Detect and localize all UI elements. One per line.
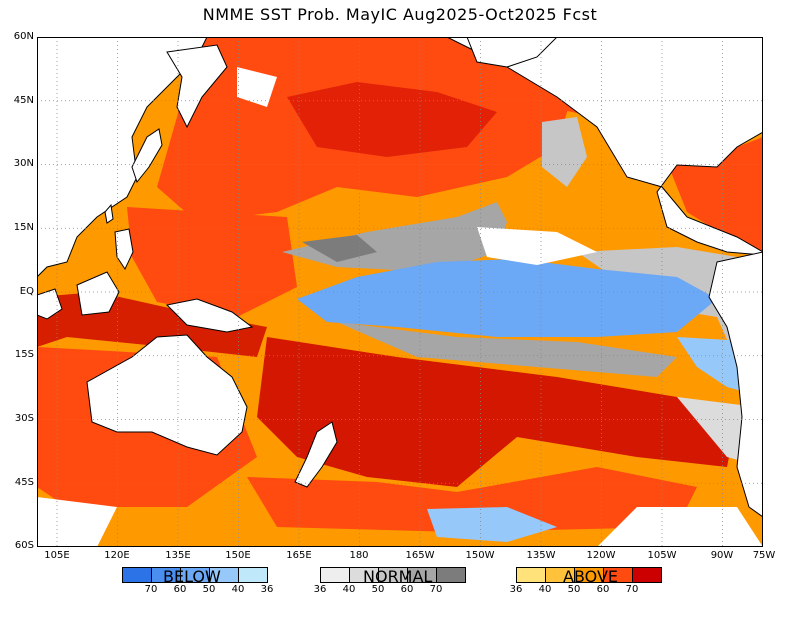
equatorial-normal-dark <box>302 235 377 262</box>
sst-probability-map <box>37 37 763 547</box>
west-pacific-warm-patch <box>127 207 297 317</box>
legend-above-tick: 60 <box>596 584 610 595</box>
legend-normal-swatch <box>321 568 350 582</box>
legend-normal-tick: 40 <box>342 584 356 595</box>
borneo-island <box>76 271 120 316</box>
legend-above-swatch <box>575 568 604 582</box>
north-pacific-strong-patch <box>287 82 497 157</box>
land-masses <box>37 37 763 518</box>
white-patch-north <box>237 67 277 107</box>
equatorial-cold-tongue <box>297 259 717 337</box>
legend-above-swatch <box>546 568 575 582</box>
lat-label-eq: EQ <box>19 286 34 297</box>
legend-below-swatch <box>239 568 267 582</box>
lon-label-120e: 120E <box>104 550 130 561</box>
north-normal-specks <box>542 117 587 187</box>
lon-label-165e: 165E <box>286 550 312 561</box>
lon-label-165w: 165W <box>405 550 435 561</box>
legend-below-swatch <box>123 568 152 582</box>
legend-normal-swatch <box>379 568 408 582</box>
legend-below-name: BELOW <box>163 567 221 586</box>
alaska-landmass <box>466 37 558 68</box>
white-patch-south-east <box>597 507 763 547</box>
kamchatka-peninsula <box>166 44 228 129</box>
white-patch-east-equator <box>477 227 597 265</box>
taiwan-island <box>104 203 114 224</box>
new-guinea-island <box>165 298 254 333</box>
legend-above-ticks: 36 40 50 60 70 <box>510 583 662 595</box>
legend-below-tick: 70 <box>144 584 158 595</box>
lon-label-105e: 105E <box>44 550 70 561</box>
legend-above-tick: 40 <box>538 584 552 595</box>
legend-normal-swatch <box>408 568 437 582</box>
legend-normal: 36 40 50 60 70 <box>314 567 466 595</box>
tasman-warm-patch <box>247 467 697 532</box>
southern-ocean-cold-patch <box>427 507 557 542</box>
graticule <box>37 37 763 547</box>
lat-label-15n: 15N <box>13 222 34 233</box>
lat-label-45n: 45N <box>13 95 34 106</box>
legend-above-swatch <box>633 568 661 582</box>
legend-below-tick: 40 <box>231 584 245 595</box>
legend-below-swatches <box>122 567 268 583</box>
lat-label-30s: 30S <box>14 413 34 424</box>
legend-below-swatch <box>152 568 181 582</box>
legend-above-tick: 36 <box>509 584 523 595</box>
lat-label-60n: 60N <box>13 31 34 42</box>
south-equatorial-normal-band <box>337 322 677 377</box>
lon-label-90w: 90W <box>710 550 734 561</box>
lon-label-120w: 120W <box>586 550 616 561</box>
south-pacific-strong-band <box>257 337 737 487</box>
legend-below: 70 60 50 40 36 <box>122 567 274 595</box>
lon-label-180: 180 <box>349 550 369 561</box>
lon-label-135w: 135W <box>526 550 556 561</box>
japan-islands <box>131 128 163 184</box>
legend-below-swatch <box>181 568 210 582</box>
lon-label-75w: 75W <box>752 550 776 561</box>
legend-normal-swatches <box>320 567 466 583</box>
lon-label-150e: 150E <box>225 550 251 561</box>
legend-above-swatches <box>516 567 662 583</box>
lat-label-45s: 45S <box>14 477 34 488</box>
legend-normal-tick: 36 <box>313 584 327 595</box>
legend-normal-name: NORMAL <box>363 567 433 586</box>
legend-above-tick: 50 <box>567 584 581 595</box>
legend-normal-tick: 50 <box>371 584 385 595</box>
philippines-islands <box>114 228 134 271</box>
lat-label-30n: 30N <box>13 158 34 169</box>
lon-label-105w: 105W <box>647 550 677 561</box>
legend-below-ticks: 70 60 50 40 36 <box>122 583 274 595</box>
australia-continent <box>86 334 248 456</box>
lat-label-60s: 60S <box>14 540 34 551</box>
legend-above-swatch <box>604 568 633 582</box>
legend-normal-tick: 70 <box>429 584 443 595</box>
legend-below-tick: 36 <box>260 584 274 595</box>
legend-normal-tick: 60 <box>400 584 414 595</box>
map-svg <box>37 37 763 547</box>
legend-above: 36 40 50 60 70 <box>510 567 662 595</box>
lat-label-15s: 15S <box>14 349 34 360</box>
lon-label-135e: 135E <box>165 550 191 561</box>
legend-above-name: ABOVE <box>563 567 619 586</box>
north-america-landmass <box>446 37 763 256</box>
legend-below-tick: 50 <box>202 584 216 595</box>
legend-above-swatch <box>517 568 546 582</box>
map-title: NMME SST Prob. MayIC Aug2025-Oct2025 Fcs… <box>202 5 598 24</box>
new-zealand-islands <box>294 421 338 488</box>
legend-normal-ticks: 36 40 50 60 70 <box>314 583 466 595</box>
sumatra-island <box>37 288 63 320</box>
legend-above-tick: 70 <box>625 584 639 595</box>
lon-label-150w: 150W <box>465 550 495 561</box>
legend-normal-swatch <box>437 568 465 582</box>
legend-below-swatch <box>210 568 239 582</box>
legend-below-tick: 60 <box>173 584 187 595</box>
map-frame <box>37 37 763 547</box>
legend-normal-swatch <box>350 568 379 582</box>
south-america-landmass <box>708 251 763 518</box>
